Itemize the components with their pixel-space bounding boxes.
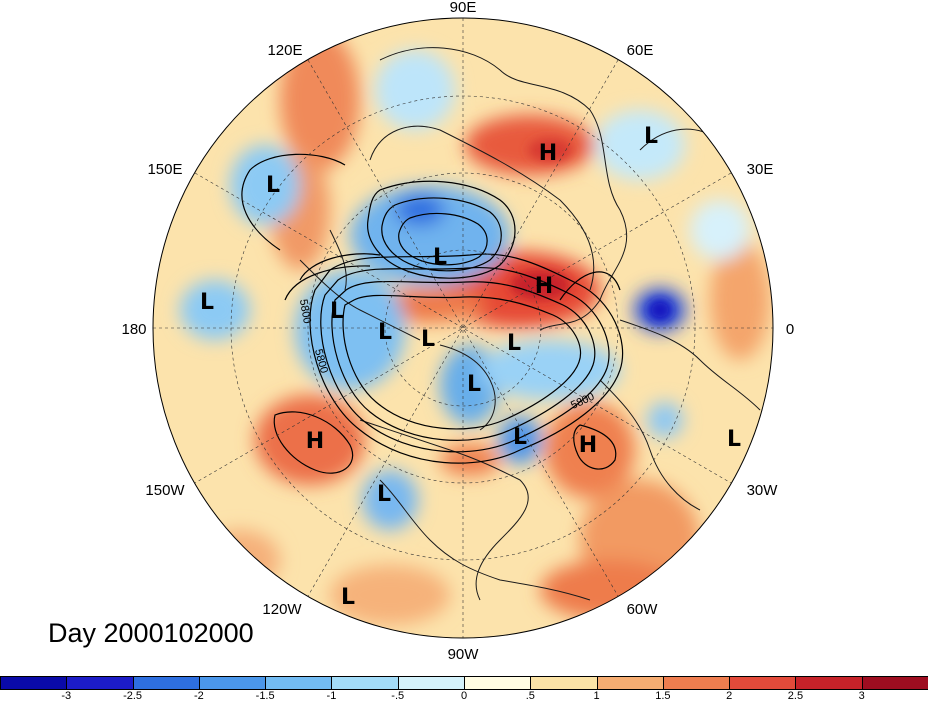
colorbar-swatch	[596, 676, 664, 690]
colorbar-tick-label: -1	[326, 690, 337, 702]
colorbar-tick-label: -2.5	[123, 690, 143, 702]
low-pressure-marker: L	[507, 331, 521, 356]
low-pressure-marker: L	[341, 585, 355, 610]
colorbar-tick-label: 2	[726, 690, 733, 702]
low-pressure-marker: L	[421, 327, 435, 352]
graticule	[153, 18, 773, 638]
colorbar-swatch	[464, 676, 532, 690]
low-pressure-marker: L	[378, 320, 392, 345]
low-pressure-marker: L	[644, 124, 658, 149]
lon-label-60w: 60W	[627, 601, 659, 618]
low-pressure-marker: L	[266, 173, 280, 198]
low-pressure-marker: L	[433, 245, 447, 270]
lon-label-150e: 150E	[147, 161, 182, 178]
lon-label-120e: 120E	[267, 42, 302, 59]
colorbar: -3 -2.5 -2 -1.5 -1 -.5 0 .5 1 1.5 2 2.5 3	[0, 674, 928, 702]
lon-label-30e: 30E	[747, 161, 774, 178]
anomaly-field	[153, 18, 773, 638]
geopotential-contours	[241, 153, 624, 474]
lon-label-90w: 90W	[448, 646, 480, 663]
colorbar-tick-label: -.5	[391, 690, 405, 702]
low-pressure-marker: L	[513, 425, 527, 450]
low-pressure-marker: L	[330, 299, 344, 324]
colorbar-swatch	[397, 676, 465, 690]
colorbar-swatch	[198, 676, 267, 690]
colorbar-swatch	[66, 676, 134, 690]
low-pressure-marker: L	[377, 482, 391, 507]
low-pressure-marker: L	[727, 427, 741, 452]
day-title: Day 2000102000	[48, 618, 254, 648]
high-pressure-marker: H	[535, 274, 553, 299]
colorbar-swatch	[331, 676, 399, 690]
contour-label: 5800	[297, 298, 313, 324]
colorbar-swatch	[0, 676, 68, 690]
lon-label-150w: 150W	[145, 482, 185, 499]
colorbar-tick-label: -3	[61, 690, 72, 702]
lon-label-30w: 30W	[747, 482, 779, 499]
colorbar-tick-label: .5	[525, 690, 535, 702]
lon-label-180: 180	[121, 321, 146, 338]
low-pressure-marker: L	[467, 372, 481, 397]
colorbar-swatch	[530, 676, 598, 690]
colorbar-tick-label: 2.5	[787, 690, 804, 702]
colorbar-swatch	[729, 676, 797, 690]
colorbar-swatch	[795, 676, 863, 690]
colorbar-swatch	[861, 676, 928, 690]
colorbar-tick-label: 1.5	[655, 690, 671, 702]
lon-label-60e: 60E	[627, 42, 654, 59]
high-pressure-marker: H	[579, 433, 597, 458]
high-pressure-marker: H	[539, 141, 557, 166]
colorbar-tick-label: -1.5	[255, 690, 275, 702]
lon-label-0: 0	[786, 321, 794, 338]
colorbar-swatch	[265, 676, 333, 690]
colorbar-swatch	[132, 676, 200, 690]
high-pressure-marker: H	[306, 429, 324, 454]
low-pressure-marker: L	[200, 290, 214, 315]
map-border	[152, 17, 774, 639]
lon-label-120w: 120W	[262, 601, 302, 618]
colorbar-swatch	[662, 676, 731, 690]
polar-map: 90E 60E 30E 0 30W 60W 90W 120W 150W 180 …	[121, 0, 794, 663]
lon-label-90e: 90E	[450, 0, 477, 16]
colorbar-tick-label: -2	[193, 690, 204, 702]
colorbar-tick-label: 3	[858, 690, 865, 702]
colorbar-tick-label: 1	[593, 690, 600, 702]
colorbar-tick-label: 0	[460, 690, 468, 702]
